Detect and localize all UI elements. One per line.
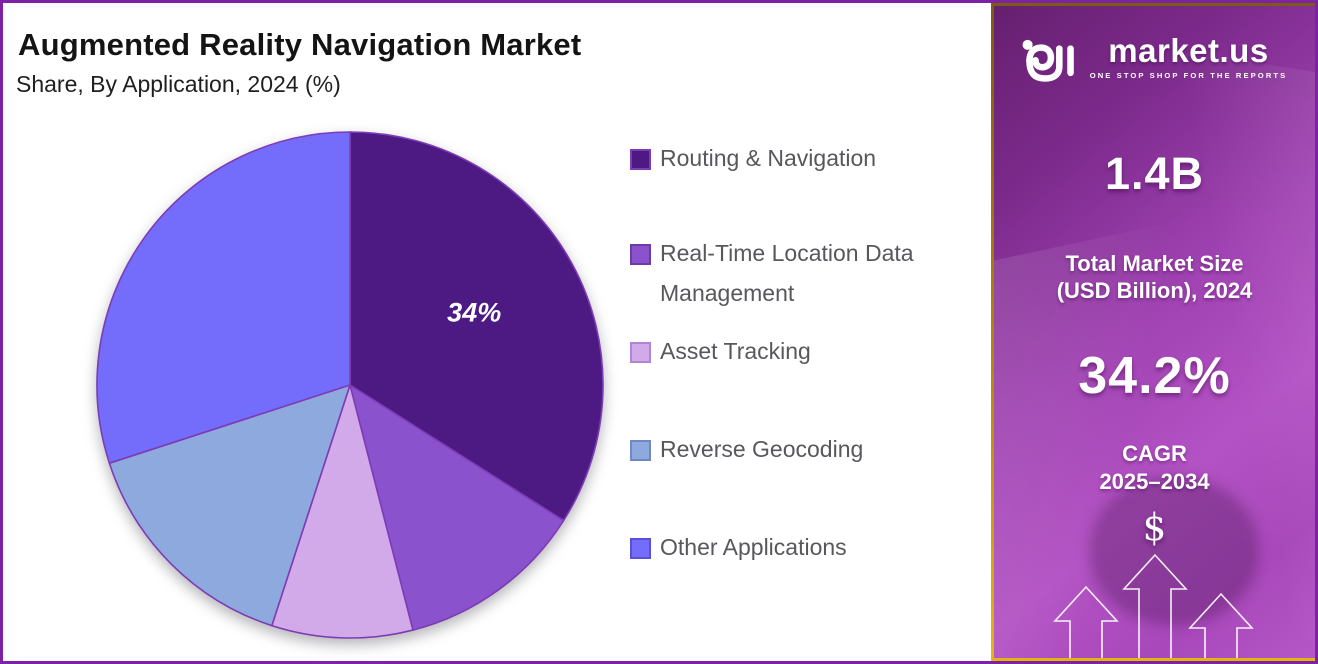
market-us-logo-icon (1022, 39, 1074, 82)
stats-panel: market.us ONE STOP SHOP FOR THE REPORTS … (991, 3, 1315, 661)
brand-logo: market.us ONE STOP SHOP FOR THE REPORTS (994, 32, 1315, 82)
cagr-label-block: CAGR 2025–2034 (994, 440, 1315, 496)
cagr-value: 34.2% (1078, 347, 1231, 405)
brand-tagline: ONE STOP SHOP FOR THE REPORTS (1089, 71, 1288, 80)
page-subtitle: Share, By Application, 2024 (%) (16, 71, 341, 97)
total-market-size-label-line2: (USD Billion), 2024 (1056, 278, 1253, 303)
legend-swatch-reverse-geocoding (630, 440, 651, 461)
legend-swatch-realtime-location-data (630, 244, 651, 265)
legend-swatch-asset-tracking (630, 342, 651, 363)
brand-name: market.us (1108, 32, 1269, 69)
total-market-size-label-line1: Total Market Size (1065, 251, 1244, 276)
legend-label: Other Applications (660, 534, 847, 560)
legend-item-routing-navigation: Routing & Navigation (630, 145, 876, 178)
legend-item-other-applications: Other Applications (630, 534, 847, 567)
page-title: Augmented Reality Navigation Market (18, 27, 582, 62)
legend-label: Reverse Geocoding (660, 436, 864, 462)
cagr-period: 2025–2034 (1099, 469, 1210, 494)
growth-arrows-icon (1053, 553, 1254, 658)
pie-slice-4 (96, 131, 351, 464)
pie-slice-2 (271, 384, 414, 639)
legend-label: Asset Tracking (660, 338, 811, 364)
legend-swatch-routing-navigation (630, 149, 651, 170)
legend-label: Real-Time Location Data Management (660, 240, 914, 306)
brand-text: market.us ONE STOP SHOP FOR THE REPORTS (1090, 34, 1288, 80)
cagr-label: CAGR (1122, 441, 1187, 466)
legend-item-reverse-geocoding: Reverse Geocoding (630, 436, 863, 469)
growth-arrow-left-icon (1053, 585, 1119, 658)
chart-area: Augmented Reality Navigation Market Shar… (3, 3, 988, 661)
total-market-size-label: Total Market Size (USD Billion), 2024 (994, 250, 1315, 304)
pie-data-label: 34% (447, 298, 501, 328)
legend-label: Routing & Navigation (660, 145, 877, 171)
growth-arrow-center-icon (1122, 553, 1188, 658)
dollar-icon: $ (1142, 506, 1167, 549)
total-market-size-value: 1.4B (1104, 148, 1205, 199)
legend-item-realtime-location-data: Real-Time Location Data Management (630, 240, 970, 313)
legend-item-asset-tracking: Asset Tracking (630, 338, 811, 371)
growth-arrow-right-icon (1188, 592, 1254, 658)
pie-chart: 34% (96, 131, 604, 639)
chart-legend: Routing & Navigation Real-Time Location … (630, 145, 975, 605)
legend-swatch-other-applications (630, 538, 651, 559)
pie-slice-1 (349, 384, 565, 631)
pie-slice-3 (108, 384, 351, 627)
pie-slice-0 (349, 131, 604, 522)
